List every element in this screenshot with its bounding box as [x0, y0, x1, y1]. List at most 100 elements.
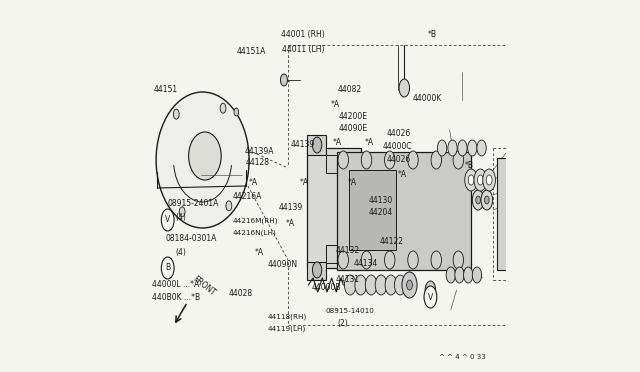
Bar	[326, 155, 401, 173]
Text: *A: *A	[365, 138, 374, 147]
Text: 44122: 44122	[380, 237, 404, 246]
Ellipse shape	[312, 137, 322, 153]
Ellipse shape	[385, 251, 395, 269]
Bar	[506, 168, 556, 258]
Text: *A: *A	[330, 100, 340, 109]
Polygon shape	[611, 80, 633, 162]
Ellipse shape	[189, 132, 221, 180]
Text: *A: *A	[398, 170, 407, 179]
Ellipse shape	[355, 275, 367, 295]
Ellipse shape	[477, 175, 483, 185]
Text: 44118(RH): 44118(RH)	[267, 314, 307, 320]
Text: *A: *A	[333, 138, 342, 147]
Text: *B: *B	[428, 30, 437, 39]
Text: FRONT: FRONT	[191, 275, 217, 298]
Ellipse shape	[463, 267, 473, 283]
Ellipse shape	[481, 190, 493, 210]
Text: *A: *A	[286, 219, 295, 228]
Text: 44200E: 44200E	[339, 112, 367, 121]
Ellipse shape	[385, 275, 397, 295]
Ellipse shape	[220, 103, 226, 113]
Ellipse shape	[385, 151, 395, 169]
Ellipse shape	[465, 169, 477, 191]
Ellipse shape	[425, 281, 436, 299]
Polygon shape	[337, 152, 471, 270]
Text: 44026: 44026	[387, 155, 412, 164]
Text: ^ ^ 4 ^ 0 33: ^ ^ 4 ^ 0 33	[439, 354, 486, 360]
Bar	[326, 245, 401, 263]
Ellipse shape	[161, 209, 174, 231]
Text: 44204: 44204	[369, 208, 392, 217]
Text: *A: *A	[348, 178, 357, 187]
Text: 44128: 44128	[246, 158, 269, 167]
Text: V: V	[428, 292, 433, 301]
Text: V: V	[165, 215, 170, 224]
Ellipse shape	[484, 196, 489, 204]
Ellipse shape	[361, 251, 372, 269]
Text: 44000L ...*A: 44000L ...*A	[152, 280, 199, 289]
Ellipse shape	[472, 190, 484, 210]
Ellipse shape	[486, 175, 492, 185]
Text: *A: *A	[300, 178, 309, 187]
Ellipse shape	[394, 275, 406, 295]
Ellipse shape	[365, 275, 377, 295]
Text: 44000B: 44000B	[312, 283, 341, 292]
Ellipse shape	[338, 151, 349, 169]
Ellipse shape	[406, 280, 412, 290]
Polygon shape	[602, 78, 612, 92]
Text: 44216A: 44216A	[232, 192, 262, 201]
Text: *A: *A	[255, 248, 264, 257]
Ellipse shape	[453, 151, 463, 169]
Text: 44000K: 44000K	[413, 94, 442, 103]
Polygon shape	[582, 88, 611, 155]
Ellipse shape	[161, 257, 174, 279]
Ellipse shape	[402, 272, 417, 298]
Ellipse shape	[424, 286, 437, 308]
Ellipse shape	[375, 275, 387, 295]
Text: 44216M(RH): 44216M(RH)	[232, 218, 278, 224]
Text: 44011 (LH): 44011 (LH)	[282, 45, 324, 54]
Text: 44139: 44139	[279, 203, 303, 212]
Ellipse shape	[483, 169, 495, 191]
Ellipse shape	[431, 251, 442, 269]
Text: *B: *B	[465, 161, 474, 170]
Text: 08915-14010: 08915-14010	[326, 308, 375, 314]
Ellipse shape	[453, 251, 463, 269]
Ellipse shape	[437, 140, 447, 156]
Polygon shape	[307, 148, 361, 268]
Ellipse shape	[399, 79, 410, 97]
Text: 44139A: 44139A	[245, 147, 275, 155]
Ellipse shape	[361, 151, 372, 169]
Ellipse shape	[590, 133, 596, 143]
Ellipse shape	[468, 175, 474, 185]
Polygon shape	[307, 262, 326, 280]
Ellipse shape	[173, 109, 179, 119]
Ellipse shape	[455, 267, 464, 283]
Ellipse shape	[338, 251, 349, 269]
Ellipse shape	[477, 140, 486, 156]
Ellipse shape	[156, 92, 249, 228]
Ellipse shape	[458, 140, 467, 156]
Ellipse shape	[448, 140, 457, 156]
Text: 44216N(LH): 44216N(LH)	[232, 230, 276, 236]
Text: 44134: 44134	[353, 259, 378, 268]
Text: *A: *A	[248, 178, 258, 187]
Text: 44082: 44082	[337, 85, 362, 94]
Ellipse shape	[179, 207, 185, 217]
Ellipse shape	[408, 151, 418, 169]
Ellipse shape	[476, 196, 481, 204]
Ellipse shape	[408, 251, 418, 269]
Text: 44130: 44130	[369, 196, 392, 205]
Ellipse shape	[312, 262, 322, 278]
Ellipse shape	[431, 151, 442, 169]
Text: 44139: 44139	[291, 140, 314, 149]
Text: 44151A: 44151A	[236, 47, 266, 56]
Text: 44028: 44028	[229, 289, 253, 298]
Text: 44000C: 44000C	[383, 142, 412, 151]
Ellipse shape	[234, 108, 239, 116]
Ellipse shape	[472, 267, 481, 283]
Text: 44026: 44026	[387, 129, 412, 138]
Text: 44132: 44132	[335, 246, 360, 255]
Text: (4): (4)	[175, 248, 186, 257]
Text: 08184-0301A: 08184-0301A	[166, 234, 217, 243]
